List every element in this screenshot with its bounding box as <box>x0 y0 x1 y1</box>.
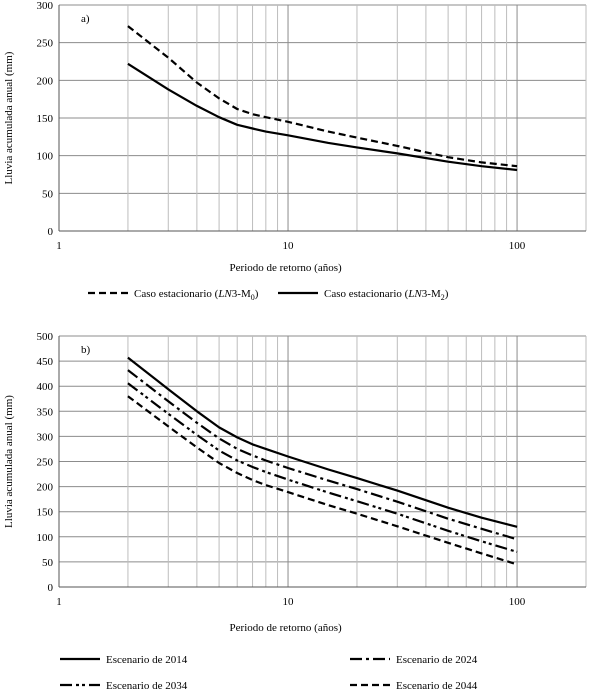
legend: Escenario de 2014 Escenario de 2024 Escena… <box>60 654 478 692</box>
panel-label-bg <box>77 340 105 358</box>
y-axis-title: Lluvia acumulada anual (mm) <box>3 51 15 184</box>
x-tick-label: 100 <box>509 596 526 608</box>
y-tick-label: 250 <box>37 457 54 469</box>
y-tick-label: 50 <box>42 557 54 569</box>
chart-panel-a: 0 50 100 150 200 250 300 1 10 100 a) Periodo de ret… <box>3 0 587 302</box>
x-tick-label: 1 <box>56 596 62 608</box>
y-tick-label: 50 <box>42 188 54 200</box>
y-tick-label: 250 <box>37 38 54 50</box>
x-tick-label: 1 <box>56 240 62 252</box>
y-tick-label: 200 <box>37 75 54 87</box>
y-tick-label: 300 <box>37 431 54 443</box>
x-tick-label: 10 <box>283 240 295 252</box>
series-line-2 <box>127 62 518 172</box>
y-tick-label: 150 <box>37 507 54 519</box>
y-tick-label: 0 <box>48 582 54 594</box>
series-line-1 <box>127 25 518 168</box>
x-axis-title: Periodo de retorno (años) <box>230 622 342 634</box>
y-axis-title: Lluvia acumulada anual (mm) <box>3 395 15 528</box>
panel-label: a) <box>81 13 90 25</box>
legend-label: Caso estacionario (LN3-M0) <box>134 288 259 302</box>
y-tick-label: 500 <box>37 331 54 343</box>
series-line-3 <box>127 382 518 553</box>
y-tick-label: 300 <box>37 0 54 12</box>
chart-panel-b: 0 50 100 150 200 250 300 350 400 450 500 1 10 100 b) Pe… <box>3 331 587 692</box>
panel-label: b) <box>81 344 91 356</box>
y-tick-label: 450 <box>37 356 54 368</box>
legend: Caso estacionario (LN3-M0) Caso estaciona… <box>88 288 449 302</box>
series-line-1 <box>127 356 518 528</box>
legend-label: Escenario de 2044 <box>396 680 478 692</box>
legend-label: Caso estacionario (LN3-M2) <box>324 288 449 302</box>
y-tick-label: 200 <box>37 482 54 494</box>
y-tick-label: 150 <box>37 113 54 125</box>
x-axis-title: Periodo de retorno (años) <box>230 262 342 274</box>
y-tick-label: 0 <box>48 226 54 238</box>
x-tick-label: 100 <box>509 240 526 252</box>
y-tick-label: 100 <box>37 151 54 163</box>
y-tick-label: 400 <box>37 381 54 393</box>
series-line-2 <box>127 369 518 541</box>
legend-label: Escenario de 2034 <box>106 680 188 692</box>
series-line-4 <box>127 395 518 566</box>
legend-label: Escenario de 2014 <box>106 654 188 666</box>
y-tick-label: 350 <box>37 406 54 418</box>
y-tick-label: 100 <box>37 532 54 544</box>
panel-label-bg <box>77 9 105 27</box>
legend-label: Escenario de 2024 <box>396 654 478 666</box>
x-tick-label: 10 <box>283 596 295 608</box>
